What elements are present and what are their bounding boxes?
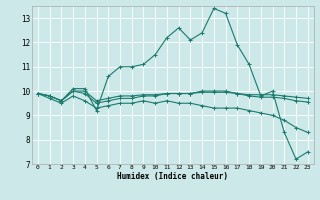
X-axis label: Humidex (Indice chaleur): Humidex (Indice chaleur)	[117, 172, 228, 181]
